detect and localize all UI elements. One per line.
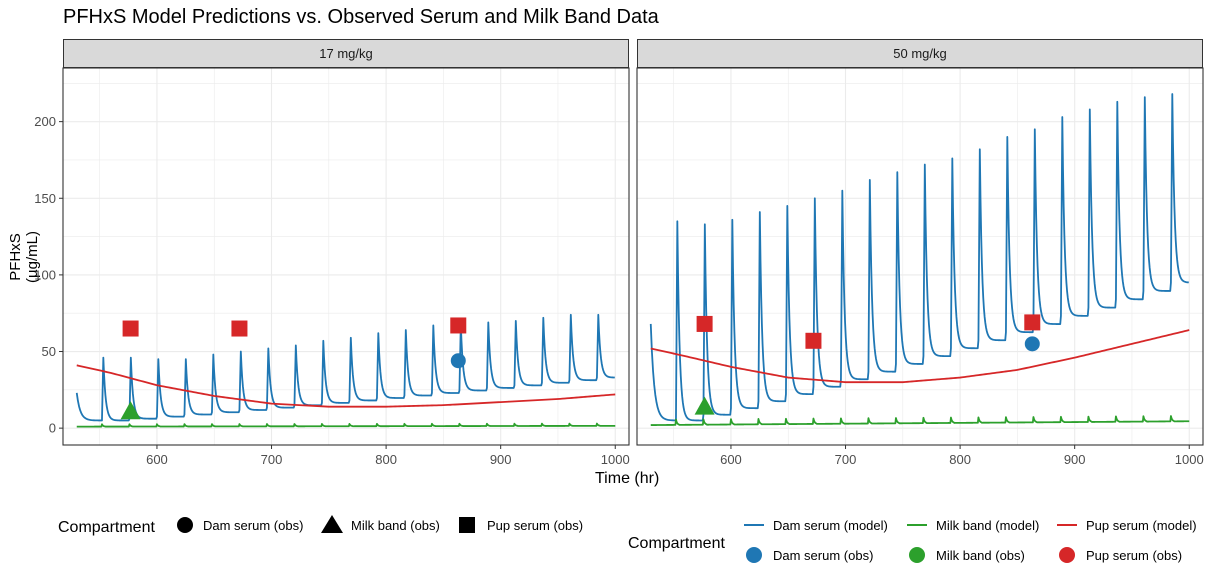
y-tick-label: 200	[34, 114, 56, 129]
series-line-milk	[650, 415, 1190, 426]
x-axis-label: Time (hr)	[595, 470, 660, 487]
legend-key-triangle	[321, 515, 343, 533]
panel-strip-50: 50 mg/kg	[637, 39, 1203, 68]
y-tick-label: 50	[42, 344, 56, 359]
x-tick-label: 800	[375, 452, 397, 467]
legend-label: Dam serum (obs)	[773, 548, 873, 563]
legend-key-point	[909, 547, 925, 563]
y-tick-label: 150	[34, 191, 56, 206]
obs-point-pup	[231, 320, 248, 337]
series-line-pup	[650, 329, 1190, 384]
legend-key-point	[1059, 547, 1075, 563]
obs-point-pup	[1024, 314, 1041, 331]
legend-key-circle	[177, 517, 193, 533]
x-tick-label: 900	[1064, 452, 1086, 467]
x-tick-label: 1000	[601, 452, 630, 467]
obs-point-pup	[805, 332, 822, 349]
legend-key-square	[459, 517, 475, 533]
legend-label: Pup serum (obs)	[487, 518, 583, 533]
legend-title: Compartment	[58, 519, 155, 536]
obs-point-dam	[1024, 336, 1040, 352]
series-line-pup	[76, 364, 616, 408]
obs-point-milk	[694, 396, 715, 415]
obs-point-pup	[122, 320, 139, 337]
panel-50: 600 700 800 900 1000	[636, 67, 1204, 467]
x-tick-label: 800	[949, 452, 971, 467]
legend-label: Pup serum (model)	[1086, 518, 1197, 533]
legend-label: Pup serum (obs)	[1086, 548, 1182, 563]
x-tick-label: 700	[835, 452, 857, 467]
panel-17: 600 700 800 900 1000 0 50 100 150 200	[34, 67, 630, 467]
series-line-dam	[649, 93, 1190, 422]
legend-combined: Compartment Dam serum (model) Milk band (m…	[628, 518, 1197, 563]
panel-border	[62, 67, 630, 446]
series-line-dam	[75, 313, 616, 422]
obs-point-pup	[450, 317, 467, 334]
legend-key-point	[746, 547, 762, 563]
panel-border	[636, 67, 1204, 446]
legend-label: Milk band (model)	[936, 518, 1039, 533]
legend-title: Compartment	[628, 535, 725, 552]
legend-label: Milk band (obs)	[351, 518, 440, 533]
x-tick-label: 1000	[1175, 452, 1204, 467]
obs-point-pup	[696, 315, 713, 332]
legend-obs: Compartment Dam serum (obs) Milk band (obs…	[58, 515, 583, 536]
legend-label: Milk band (obs)	[936, 548, 1025, 563]
y-tick-label: 100	[34, 267, 56, 282]
obs-point-milk	[120, 401, 141, 420]
chart-title: PFHxS Model Predictions vs. Observed Ser…	[63, 6, 659, 28]
x-tick-label: 600	[720, 452, 742, 467]
obs-point-dam	[450, 353, 466, 369]
y-tick-label: 0	[49, 421, 56, 436]
series-line-milk	[76, 422, 616, 428]
x-tick-label: 700	[261, 452, 283, 467]
legend-label: Dam serum (model)	[773, 518, 888, 533]
x-tick-label: 900	[490, 452, 512, 467]
x-tick-label: 600	[146, 452, 168, 467]
legend-label: Dam serum (obs)	[203, 518, 303, 533]
